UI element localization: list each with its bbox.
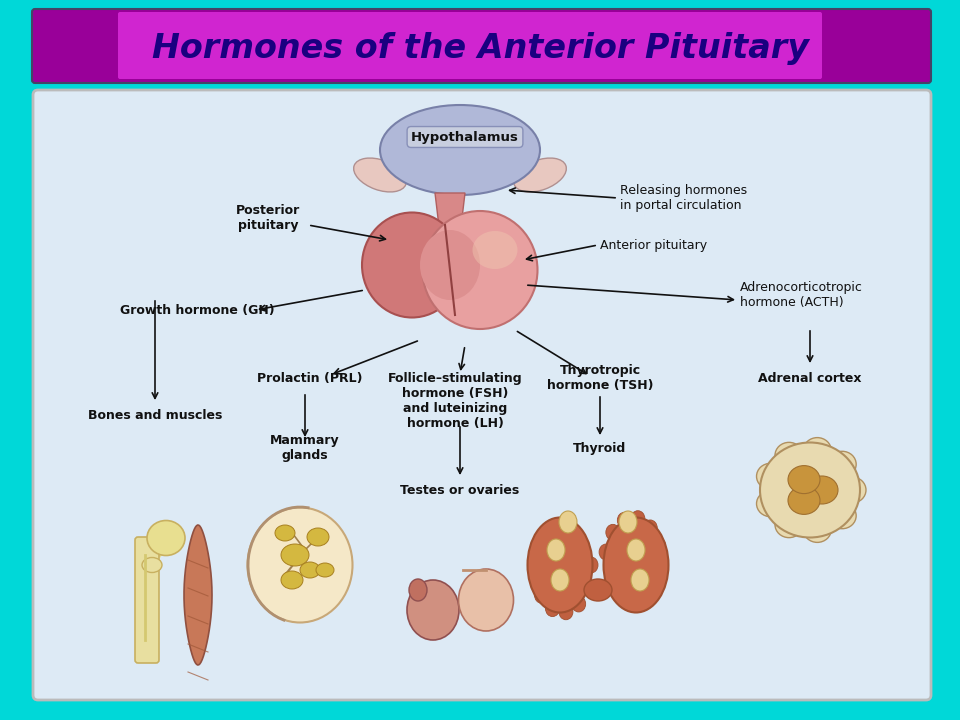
Text: Mammary
glands: Mammary glands (270, 434, 340, 462)
Ellipse shape (459, 569, 514, 631)
Ellipse shape (142, 557, 162, 572)
Ellipse shape (584, 579, 612, 601)
Text: Prolactin (PRL): Prolactin (PRL) (257, 372, 363, 384)
Ellipse shape (362, 212, 462, 318)
Ellipse shape (627, 539, 645, 561)
Ellipse shape (617, 513, 632, 528)
Ellipse shape (547, 539, 565, 561)
Ellipse shape (422, 211, 538, 329)
Ellipse shape (551, 569, 569, 591)
Ellipse shape (619, 511, 637, 533)
Ellipse shape (828, 503, 856, 528)
Text: Testes or ovaries: Testes or ovaries (400, 484, 519, 497)
Ellipse shape (604, 518, 668, 613)
Text: Adrenocorticotropic
hormone (ACTH): Adrenocorticotropic hormone (ACTH) (740, 281, 863, 309)
Ellipse shape (599, 544, 613, 560)
Ellipse shape (559, 511, 577, 533)
Text: Posterior
pituitary: Posterior pituitary (236, 204, 300, 232)
Ellipse shape (652, 538, 665, 554)
FancyBboxPatch shape (118, 12, 822, 79)
Ellipse shape (760, 443, 860, 538)
Ellipse shape (643, 520, 658, 536)
Text: Releasing hormones
in portal circulation: Releasing hormones in portal circulation (620, 184, 747, 212)
Ellipse shape (353, 158, 406, 192)
Ellipse shape (631, 569, 649, 591)
Text: Growth hormone (GH): Growth hormone (GH) (120, 304, 275, 317)
Text: Hypothalamus: Hypothalamus (411, 130, 519, 143)
Ellipse shape (281, 571, 303, 589)
Text: Anterior pituitary: Anterior pituitary (600, 238, 708, 251)
Ellipse shape (407, 580, 459, 640)
Ellipse shape (775, 512, 803, 538)
Text: Adrenal cortex: Adrenal cortex (758, 372, 862, 384)
Ellipse shape (828, 451, 856, 477)
Ellipse shape (281, 544, 309, 566)
Ellipse shape (806, 476, 838, 504)
Ellipse shape (248, 508, 352, 623)
Ellipse shape (147, 521, 185, 556)
Ellipse shape (559, 604, 573, 620)
Text: Bones and muscles: Bones and muscles (87, 408, 222, 421)
FancyBboxPatch shape (33, 90, 931, 700)
Ellipse shape (788, 466, 820, 494)
Text: Follicle–stimulating
hormone (FSH)
and luteinizing
hormone (LH): Follicle–stimulating hormone (FSH) and l… (388, 372, 522, 430)
Ellipse shape (420, 230, 480, 300)
Polygon shape (184, 525, 212, 665)
Ellipse shape (606, 524, 620, 540)
Ellipse shape (472, 231, 517, 269)
Ellipse shape (804, 516, 831, 542)
Ellipse shape (535, 588, 548, 603)
Ellipse shape (529, 567, 542, 582)
Ellipse shape (300, 562, 320, 578)
Ellipse shape (571, 596, 586, 612)
Ellipse shape (409, 579, 427, 601)
Ellipse shape (756, 463, 784, 490)
FancyBboxPatch shape (32, 9, 931, 83)
Ellipse shape (307, 528, 329, 546)
Polygon shape (435, 193, 465, 235)
Ellipse shape (545, 600, 560, 616)
Text: Hormones of the Anterior Pituitary: Hormones of the Anterior Pituitary (152, 32, 808, 65)
Ellipse shape (631, 510, 645, 527)
Ellipse shape (380, 105, 540, 195)
Ellipse shape (584, 557, 598, 573)
Ellipse shape (514, 158, 566, 192)
Text: Thyrotropic
hormone (TSH): Thyrotropic hormone (TSH) (547, 364, 653, 392)
Text: Thyroid: Thyroid (573, 441, 627, 454)
Ellipse shape (775, 442, 803, 468)
Ellipse shape (316, 563, 334, 577)
Ellipse shape (838, 477, 866, 503)
FancyBboxPatch shape (135, 537, 159, 663)
Polygon shape (153, 534, 174, 558)
Ellipse shape (804, 438, 831, 464)
Ellipse shape (581, 579, 595, 595)
Ellipse shape (527, 518, 592, 613)
Ellipse shape (788, 487, 820, 514)
Ellipse shape (756, 491, 784, 517)
Ellipse shape (275, 525, 295, 541)
